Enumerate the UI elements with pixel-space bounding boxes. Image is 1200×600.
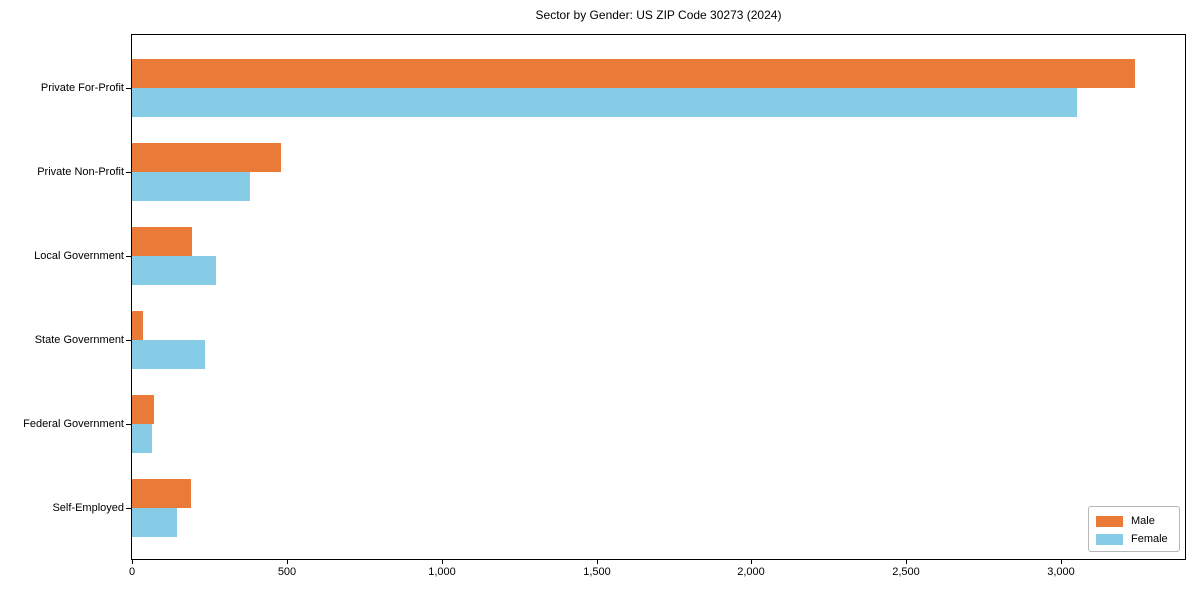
x-tick-mark	[751, 560, 752, 564]
x-tick-mark	[442, 560, 443, 564]
legend-swatch-male	[1096, 515, 1123, 527]
x-tick-label-2-000: 2,000	[737, 566, 765, 578]
legend-label-male: Male	[1131, 515, 1155, 527]
x-tick-mark	[287, 560, 288, 564]
bar-male-private-non-profit	[132, 143, 281, 172]
legend-item-female: Female	[1096, 530, 1172, 548]
bar-female-self-employed	[132, 508, 177, 537]
y-tick-mark	[126, 508, 131, 509]
bar-female-federal-government	[132, 424, 152, 453]
legend-item-male: Male	[1096, 512, 1172, 530]
legend: Male Female	[1088, 506, 1180, 552]
plot-area	[131, 34, 1186, 560]
bar-male-federal-government	[132, 395, 154, 424]
bar-female-local-government	[132, 256, 216, 285]
bar-male-local-government	[132, 227, 192, 256]
y-axis-label-private-for-profit: Private For-Profit	[40, 82, 124, 94]
bar-male-state-government	[132, 311, 143, 340]
y-tick-mark	[126, 424, 131, 425]
y-axis-label-local-government: Local Government	[34, 250, 124, 262]
x-tick-label-3-000: 3,000	[1047, 566, 1075, 578]
bar-male-self-employed	[132, 479, 191, 508]
x-tick-label-0: 0	[128, 566, 136, 578]
x-tick-label-2-500: 2,500	[892, 566, 920, 578]
y-tick-mark	[126, 256, 131, 257]
y-axis-label-private-non-profit: Private Non-Profit	[37, 166, 124, 178]
x-tick-label-500: 500	[277, 566, 297, 578]
y-tick-mark	[126, 172, 131, 173]
bar-female-private-non-profit	[132, 172, 250, 201]
legend-label-female: Female	[1131, 533, 1168, 545]
y-axis-label-federal-government: Federal Government	[23, 418, 124, 430]
bar-female-state-government	[132, 340, 205, 369]
y-axis-label-state-government: State Government	[34, 334, 124, 346]
x-tick-mark	[906, 560, 907, 564]
x-tick-mark	[597, 560, 598, 564]
legend-swatch-female	[1096, 533, 1123, 545]
x-tick-mark	[132, 560, 133, 564]
y-tick-mark	[126, 88, 131, 89]
x-tick-label-1-000: 1,000	[428, 566, 456, 578]
bar-male-private-for-profit	[132, 59, 1135, 88]
bar-female-private-for-profit	[132, 88, 1077, 117]
chart-title: Sector by Gender: US ZIP Code 30273 (202…	[535, 8, 782, 22]
y-tick-mark	[126, 340, 131, 341]
x-tick-label-1-500: 1,500	[583, 566, 611, 578]
y-axis-label-self-employed: Self-Employed	[52, 502, 124, 514]
x-tick-mark	[1061, 560, 1062, 564]
